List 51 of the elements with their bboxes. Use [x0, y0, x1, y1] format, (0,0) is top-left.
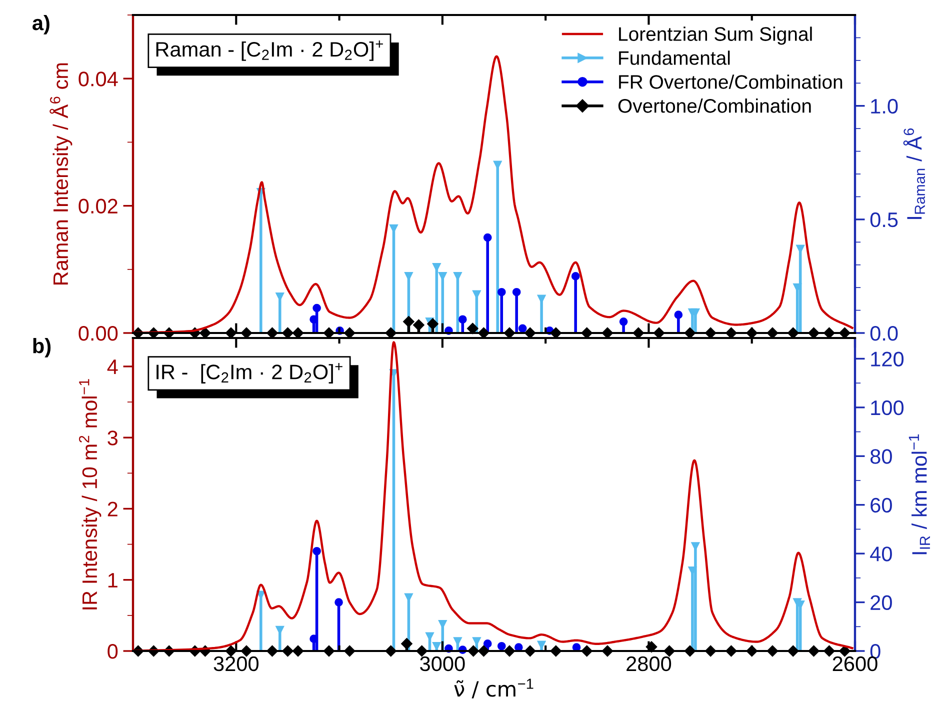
point	[518, 324, 527, 333]
y-tick-label: 0.00	[78, 326, 118, 341]
point	[674, 310, 683, 319]
point	[413, 319, 424, 331]
y2-tick-label: 80	[870, 449, 892, 464]
y2-tick-label: 0.0	[870, 326, 898, 341]
y2-tick-label: 0.5	[870, 212, 898, 228]
y-tick-label: 4	[107, 360, 118, 374]
y2-axis-title: I$_{IR}$ / km mol$^{−1}$	[908, 434, 930, 554]
y2-tick-label: 20	[870, 595, 892, 610]
point	[483, 640, 492, 648]
text: b)	[33, 338, 51, 358]
y-tick-label: 0.04	[78, 72, 118, 86]
y2-tick-label: 100	[871, 400, 904, 416]
point	[497, 642, 506, 650]
point	[497, 288, 506, 296]
legend-label: Lorentzian Sum Signal	[619, 26, 812, 45]
y-tick-label: 0.02	[78, 198, 118, 214]
point	[312, 304, 321, 312]
y-tick-label: 2	[108, 502, 118, 516]
text: IR - [C$_{2}$Im · 2 D$_{2}$O]$^{+}$	[156, 363, 342, 384]
legend-label: Overtone/Combination	[618, 98, 811, 113]
point	[467, 322, 478, 334]
point	[401, 638, 412, 650]
x-axis-title: ν̃ / cm$^{−1}$	[454, 678, 534, 698]
y-tick-label: 1	[108, 573, 118, 588]
point	[619, 317, 628, 326]
x-tick-label: 2800	[626, 656, 672, 672]
y2-tick-label: 1.0	[871, 98, 898, 114]
y-tick-label: 0	[108, 644, 118, 659]
legend-label: Fundamental	[619, 50, 730, 65]
y2-tick-label: 40	[870, 546, 892, 562]
text: Raman - [C$_{2}$Im · 2 D$_{2}$O]$^{+}$	[156, 40, 383, 61]
y2-tick-label: 120	[871, 352, 904, 366]
x-tick-label: 3000	[420, 656, 465, 672]
y-tick-label: 3	[108, 430, 118, 446]
text: a)	[32, 15, 50, 34]
point	[571, 272, 580, 280]
x-tick-label: 3200	[214, 656, 259, 672]
y-axis-title: IR Intensity / 10 m$^{2}$ mol$^{−1}$	[78, 379, 102, 610]
point	[334, 598, 343, 606]
point	[512, 288, 521, 296]
point	[403, 316, 414, 328]
y-axis-title: Raman Intensity / Å$^{6}$ cm	[50, 63, 72, 284]
point	[458, 315, 467, 324]
y2-tick-label: 60	[870, 498, 892, 513]
point	[427, 318, 438, 330]
legend-label: FR Overtone/Combination	[619, 74, 842, 89]
y2-axis-title: I$_{Raman}$ / Å$^{6}$	[903, 128, 926, 219]
point	[483, 233, 492, 242]
point	[312, 546, 321, 556]
